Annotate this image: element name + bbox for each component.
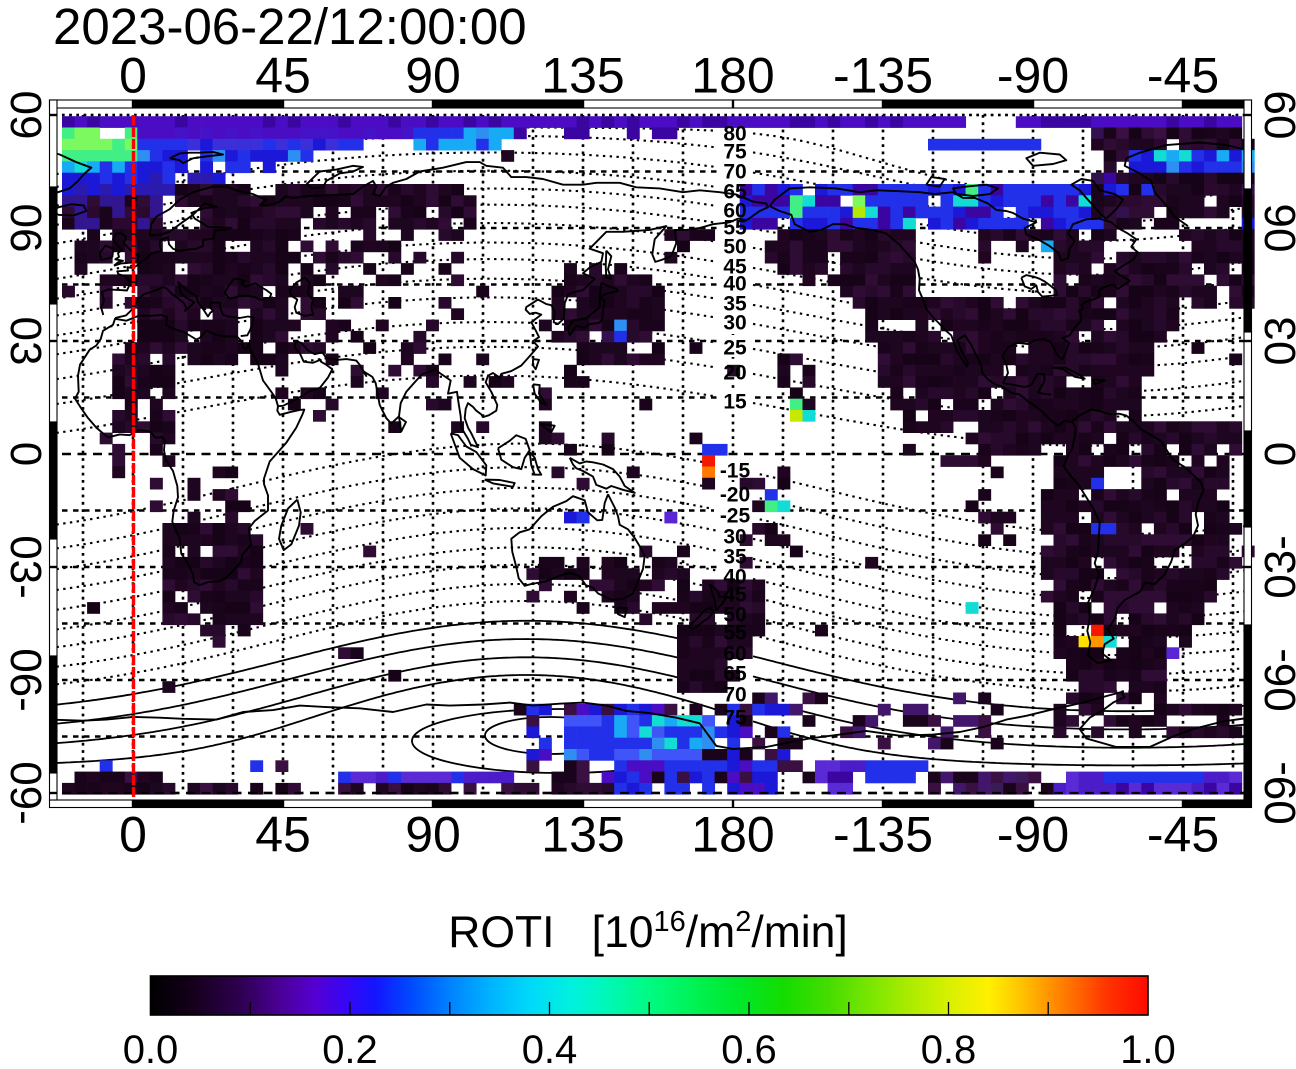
svg-text:06-: 06- — [1256, 648, 1296, 712]
svg-text:35: 35 — [723, 546, 747, 569]
svg-text:-90: -90 — [997, 48, 1069, 104]
svg-text:45: 45 — [723, 584, 747, 607]
svg-text:55: 55 — [723, 217, 747, 240]
svg-text:09-: 09- — [1256, 761, 1296, 825]
svg-text:09: 09 — [1256, 91, 1296, 140]
svg-text:135: 135 — [541, 807, 624, 863]
svg-text:60: 60 — [723, 643, 746, 666]
svg-text:-45: -45 — [1147, 807, 1219, 863]
svg-text:-135: -135 — [833, 48, 933, 104]
svg-text:40: 40 — [723, 566, 746, 589]
svg-text:-90: -90 — [997, 807, 1069, 863]
svg-text:135: 135 — [541, 48, 624, 104]
svg-text:65: 65 — [723, 181, 747, 204]
svg-text:75: 75 — [723, 141, 747, 164]
svg-text:-45: -45 — [1147, 48, 1219, 104]
svg-text:65: 65 — [723, 663, 747, 686]
svg-text:06: 06 — [1, 204, 50, 253]
svg-text:0: 0 — [1, 442, 50, 466]
svg-text:-20: -20 — [720, 484, 750, 507]
svg-text:-135: -135 — [833, 807, 933, 863]
svg-text:90: 90 — [405, 48, 461, 104]
svg-text:0.8: 0.8 — [921, 1028, 977, 1064]
svg-text:0: 0 — [1256, 442, 1296, 466]
svg-text:30: 30 — [723, 526, 746, 549]
svg-text:40: 40 — [723, 273, 746, 296]
svg-text:0.4: 0.4 — [522, 1028, 578, 1064]
svg-text:ROTI [1016/m2/min]: ROTI [1016/m2/min] — [448, 906, 848, 957]
svg-text:0.0: 0.0 — [123, 1028, 179, 1064]
svg-text:03-: 03- — [1256, 535, 1296, 599]
svg-text:60: 60 — [723, 200, 746, 223]
svg-text:0: 0 — [119, 807, 147, 863]
svg-text:2023-06-22/12:00:00: 2023-06-22/12:00:00 — [53, 0, 527, 55]
svg-text:03: 03 — [1, 317, 50, 366]
svg-text:30: 30 — [723, 312, 746, 335]
svg-text:45: 45 — [255, 807, 311, 863]
svg-text:180: 180 — [691, 807, 774, 863]
svg-text:50: 50 — [723, 604, 746, 627]
svg-text:50: 50 — [723, 236, 746, 259]
svg-text:09-: 09- — [1, 761, 50, 825]
svg-text:90: 90 — [405, 807, 461, 863]
svg-text:1.0: 1.0 — [1120, 1028, 1176, 1064]
svg-text:20: 20 — [723, 362, 746, 385]
svg-text:75: 75 — [723, 707, 747, 730]
svg-text:70: 70 — [723, 161, 746, 184]
svg-text:45: 45 — [723, 256, 747, 279]
svg-text:03-: 03- — [1, 535, 50, 599]
svg-text:03: 03 — [1256, 317, 1296, 366]
svg-text:06-: 06- — [1, 648, 50, 712]
svg-text:55: 55 — [723, 622, 747, 645]
svg-text:-25: -25 — [720, 505, 751, 528]
svg-text:15: 15 — [723, 391, 747, 414]
svg-text:0: 0 — [119, 48, 147, 104]
svg-text:-15: -15 — [720, 460, 751, 483]
svg-text:06: 06 — [1256, 204, 1296, 253]
svg-text:45: 45 — [255, 48, 311, 104]
svg-text:35: 35 — [723, 293, 747, 316]
svg-text:80: 80 — [723, 123, 746, 146]
svg-text:70: 70 — [723, 684, 746, 707]
svg-text:0.6: 0.6 — [721, 1028, 777, 1064]
svg-text:0.2: 0.2 — [322, 1028, 378, 1064]
svg-text:25: 25 — [723, 337, 747, 360]
svg-text:09: 09 — [1, 91, 50, 140]
svg-text:180: 180 — [691, 48, 774, 104]
